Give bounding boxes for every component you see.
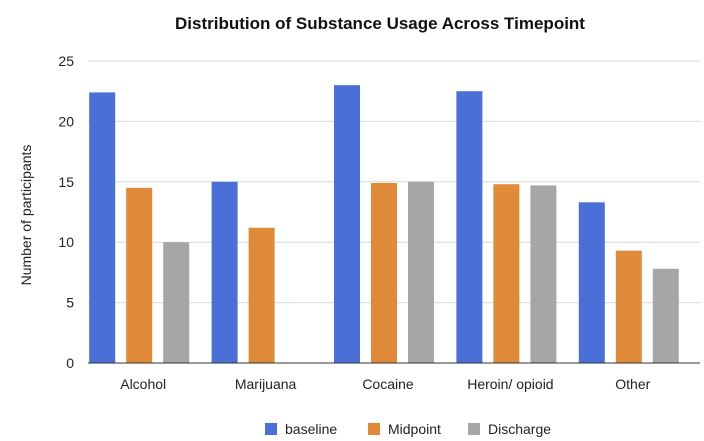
x-category-label: Alcohol: [120, 376, 166, 392]
legend-swatch: [265, 423, 277, 435]
legend-label: Discharge: [488, 421, 551, 437]
chart-title: Distribution of Substance Usage Across T…: [175, 14, 585, 33]
y-tick-label: 5: [66, 295, 74, 311]
bar-midpoint-0: [126, 187, 153, 363]
y-tick-label: 25: [58, 53, 74, 69]
bar-baseline-4: [578, 202, 605, 363]
legend-swatch: [368, 423, 380, 435]
bar-baseline-1: [211, 181, 238, 363]
x-category-label: Other: [615, 376, 650, 392]
bar-midpoint-2: [371, 183, 397, 363]
legend-label: baseline: [285, 421, 337, 437]
x-category-label: Heroin/ opioid: [467, 376, 553, 392]
bar-midpoint-3: [493, 184, 520, 363]
legend-label: Midpoint: [388, 421, 441, 437]
bar-discharge-2: [408, 181, 434, 363]
legend: baseline Midpoint Discharge: [265, 421, 551, 437]
bar-discharge-3: [530, 185, 557, 363]
y-tick-label: 0: [66, 355, 74, 371]
x-category-label: Marijuana: [235, 376, 297, 392]
bar-discharge-4: [652, 268, 679, 363]
bar-baseline-3: [456, 91, 483, 363]
bar-midpoint-1: [248, 227, 275, 363]
y-tick-label: 20: [58, 113, 74, 129]
x-axis-categories: Alcohol Marijuana Cocaine Heroin/ opioid Oth…: [120, 376, 650, 392]
x-category-label: Cocaine: [362, 376, 414, 392]
bar-baseline-0: [89, 92, 116, 364]
y-tick-label: 10: [58, 234, 74, 250]
bar-baseline-2: [334, 85, 360, 363]
y-tick-label: 15: [58, 174, 74, 190]
legend-swatch: [468, 423, 480, 435]
bar-midpoint-4: [615, 250, 642, 363]
bar-discharge-0: [163, 242, 190, 363]
y-axis-ticks: 0 5 10 15 20 25: [58, 53, 74, 371]
bars: [89, 85, 679, 364]
y-axis-label: Number of participants: [18, 145, 34, 286]
